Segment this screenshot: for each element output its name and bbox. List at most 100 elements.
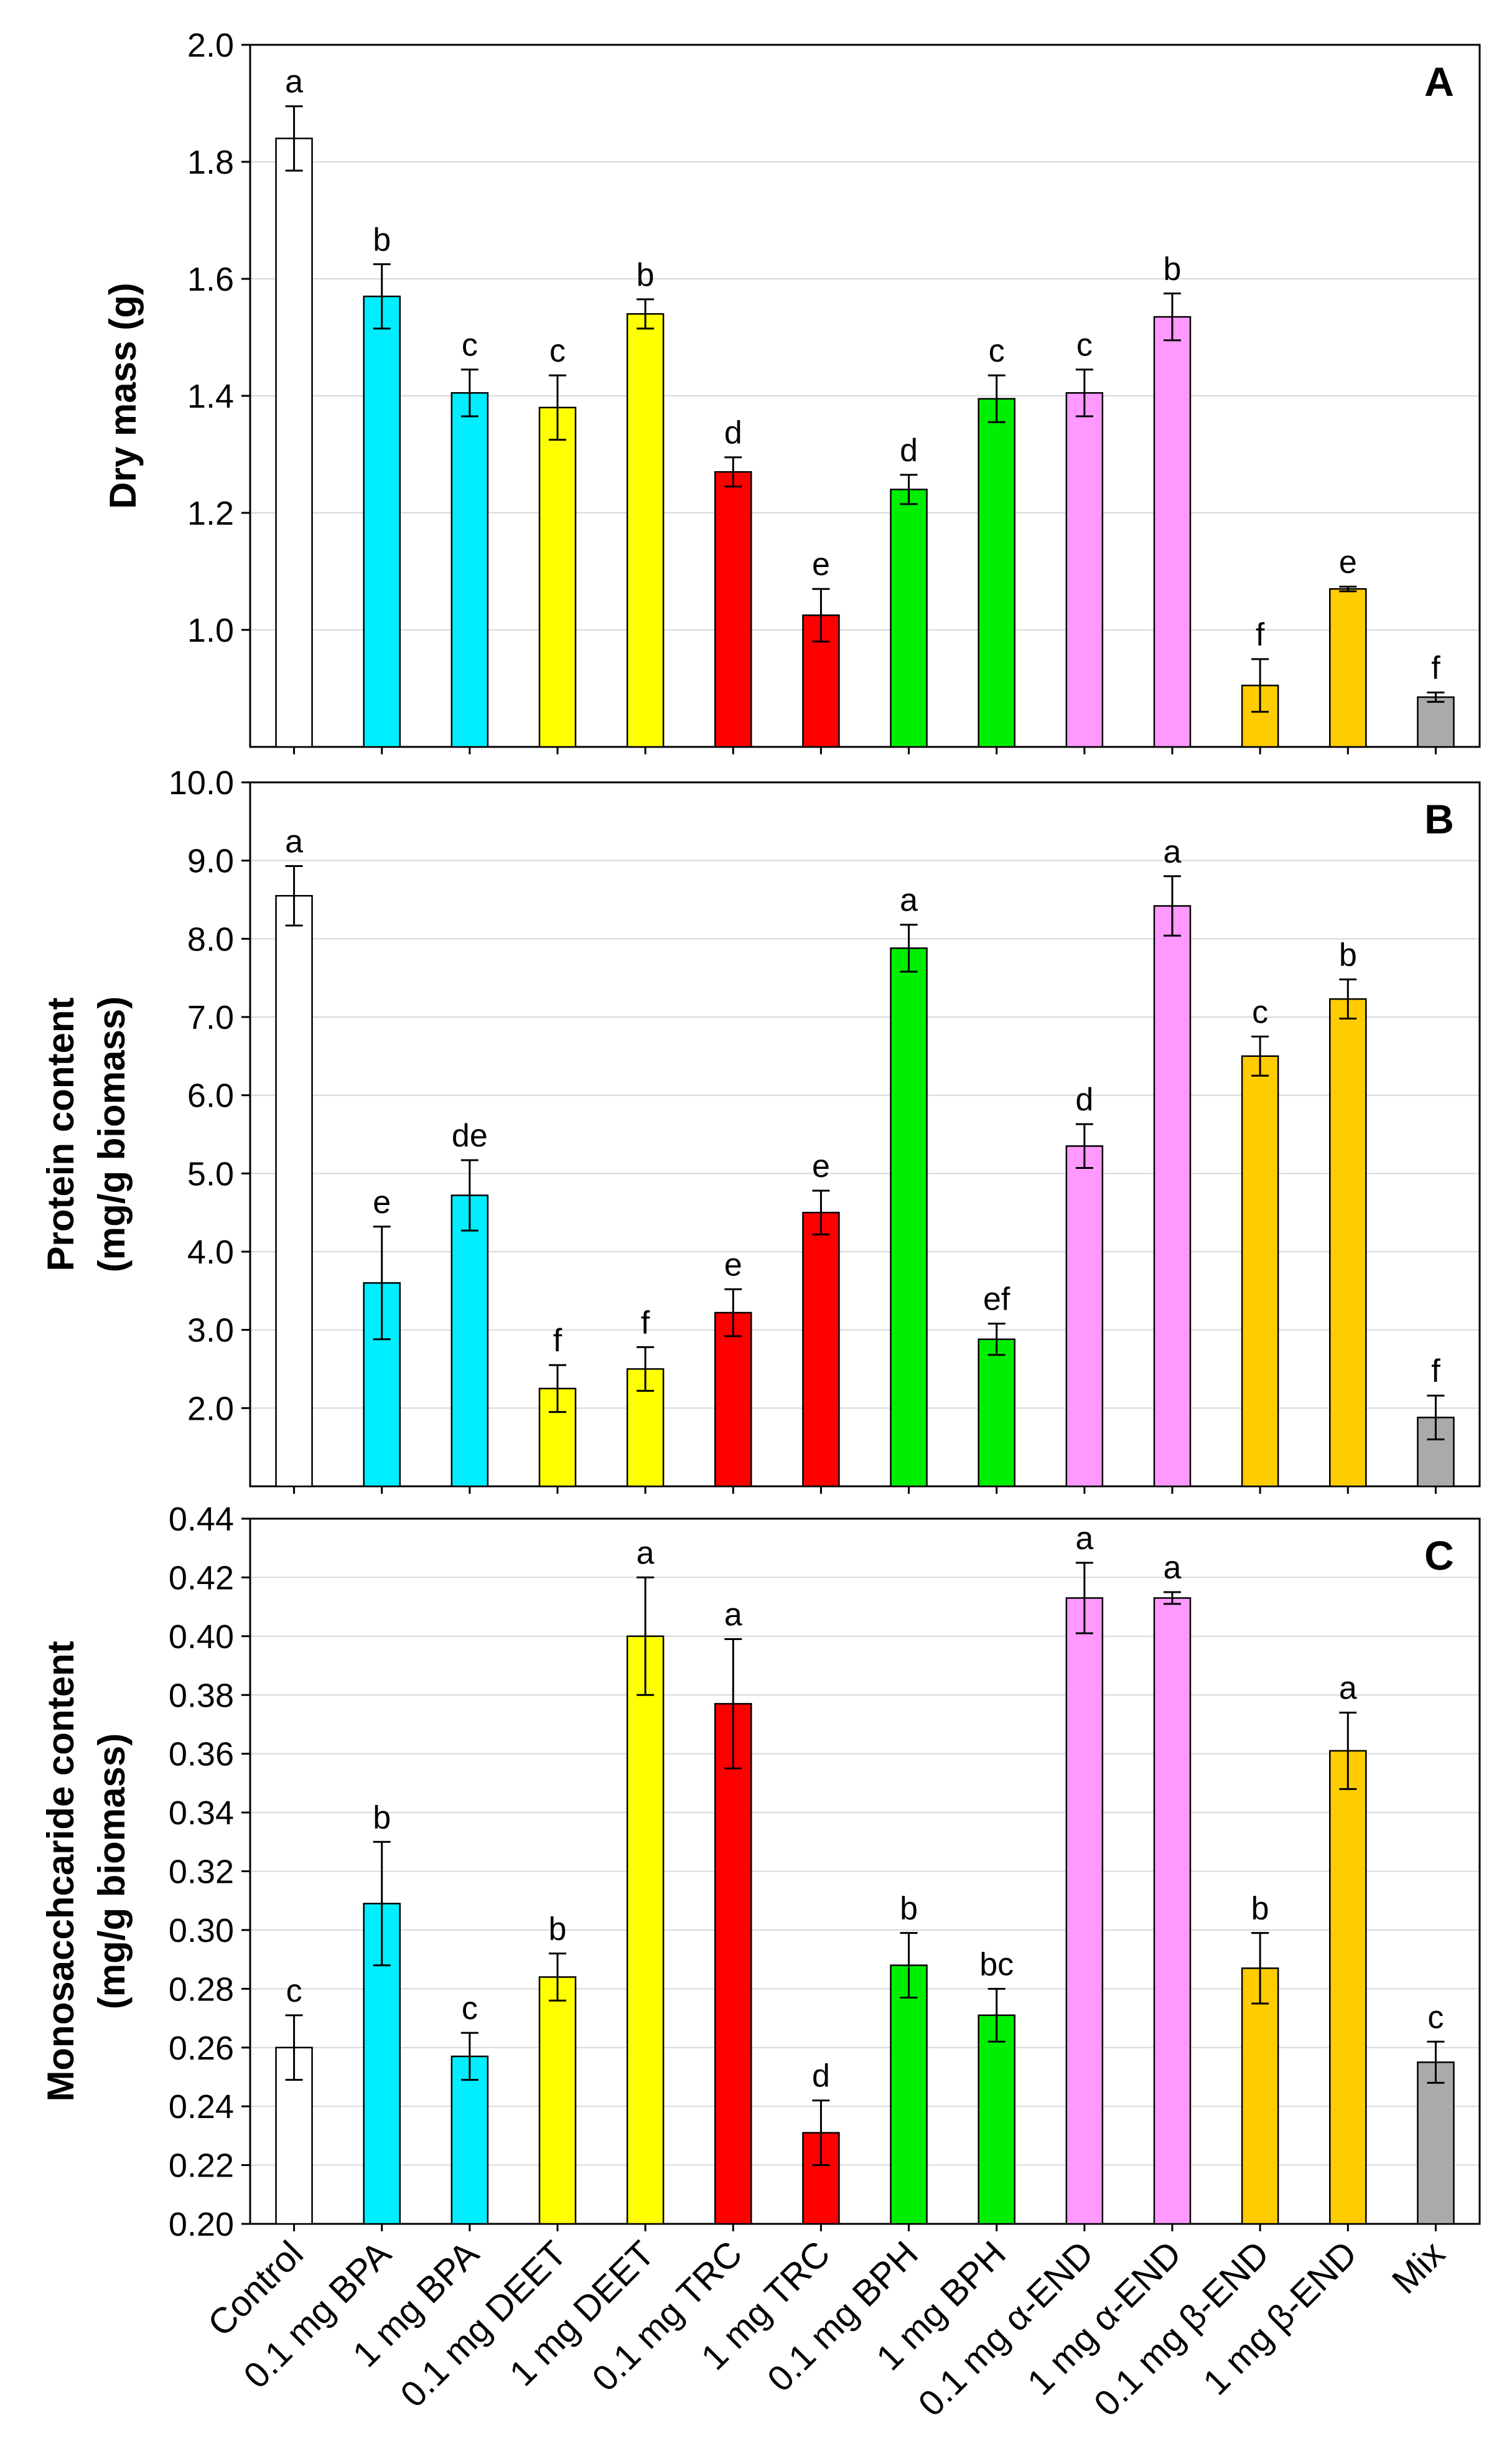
bar: [1417, 696, 1455, 748]
bar: [538, 1976, 577, 2225]
bar: [1241, 1967, 1279, 2225]
bar: [802, 1211, 840, 1488]
bar: [1153, 905, 1192, 1488]
y-tick-label: 1.0: [187, 612, 234, 649]
panel-b-protein-content: 2.0 3.0 4.0 5.0 6.0 7.0 8.0 9.0 10.0 Protein cont…: [40, 764, 1481, 1494]
bar: [978, 398, 1015, 748]
bar: [275, 138, 313, 748]
y-tick-label: 0.22: [169, 2147, 234, 2185]
bar: [538, 406, 577, 748]
bar: [978, 2014, 1015, 2225]
y-tick-label: 0.28: [169, 1971, 234, 2008]
significance-letter: b: [637, 257, 655, 293]
significance-letter: e: [724, 1247, 742, 1283]
significance-letter: d: [1075, 1082, 1093, 1118]
y-tick-label: 0.24: [169, 2088, 234, 2126]
x-tick-label: Mix: [1384, 2233, 1453, 2302]
y-tick-label: 0.30: [169, 1912, 234, 1949]
significance-letter: b: [1251, 1891, 1269, 1927]
bar: [714, 1311, 752, 1488]
panel-label: B: [1424, 796, 1454, 842]
significance-letter: d: [812, 2058, 830, 2094]
y-axis-title-line: (mg/g biomass): [91, 1733, 133, 2009]
bar: [1329, 998, 1367, 1488]
y-axis-title-line: Protein content: [40, 997, 82, 1271]
y-tick-label: 10.0: [169, 764, 234, 802]
significance-letter: a: [900, 883, 918, 919]
bar: [450, 392, 489, 748]
y-tick-label: 2.0: [187, 27, 234, 64]
significance-letter: d: [900, 433, 918, 469]
significance-letter: b: [1164, 251, 1182, 288]
significance-letter: e: [1339, 544, 1357, 580]
y-tick-label: 1.8: [187, 144, 234, 181]
y-tick-label: 9.0: [187, 843, 234, 880]
significance-letter: a: [1164, 1550, 1182, 1586]
plot-frame: [249, 781, 1481, 1488]
significance-letter: c: [1427, 1999, 1444, 2035]
significance-letter: bc: [979, 1946, 1014, 1982]
significance-letter: a: [285, 64, 303, 100]
y-tick-label: 0.32: [169, 1854, 234, 1891]
bar: [1329, 588, 1367, 748]
y-tick-label: 5.0: [187, 1155, 234, 1193]
y-axis-title: Dry mass (g): [102, 283, 144, 509]
bar: [1065, 1145, 1104, 1488]
significance-letter: d: [724, 415, 742, 451]
y-tick-label: 6.0: [187, 1077, 234, 1115]
significance-letter: e: [812, 1148, 830, 1184]
y-tick-label: 0.44: [169, 1501, 234, 1538]
significance-letter: c: [989, 333, 1005, 369]
y-axis-title-line: Monosacchcaride content: [40, 1641, 82, 2101]
bar: [890, 947, 928, 1488]
significance-letter: b: [373, 1799, 391, 1835]
significance-letter: c: [1252, 994, 1268, 1030]
y-tick-label: 1.4: [187, 378, 234, 415]
bar: [890, 1964, 928, 2225]
significance-letter: c: [286, 1973, 302, 2009]
y-tick-label: 0.38: [169, 1677, 234, 1714]
bar: [1241, 1055, 1279, 1488]
bar: [363, 295, 401, 748]
significance-letter: e: [812, 546, 830, 583]
significance-letter: c: [1076, 327, 1093, 363]
bar: [1065, 1597, 1104, 2225]
bar: [275, 894, 313, 1488]
significance-letter: ef: [983, 1282, 1010, 1318]
y-axis-title-line: (mg/g biomass): [91, 996, 133, 1272]
panel-a-dry-mass: 1.0 1.2 1.4 1.6 1.8 2.0 Dry mass (g) Aa b c c b d e d c…: [102, 27, 1481, 754]
significance-letter: a: [1075, 1521, 1093, 1557]
y-tick-label: 7.0: [187, 999, 234, 1036]
significance-letter: a: [285, 823, 303, 860]
significance-letter: e: [373, 1184, 391, 1221]
bar: [978, 1338, 1015, 1488]
significance-letter: a: [724, 1597, 742, 1633]
panel-label: C: [1424, 1532, 1454, 1578]
significance-letter: b: [900, 1891, 918, 1927]
significance-letter: de: [452, 1118, 488, 1154]
bar: [1329, 1750, 1367, 2225]
significance-letter: a: [1339, 1671, 1357, 1707]
y-tick-label: 0.42: [169, 1559, 234, 1596]
significance-letter: b: [373, 222, 391, 258]
bar: [714, 1703, 752, 2225]
significance-letter: f: [1431, 650, 1440, 687]
panel-label: A: [1424, 59, 1454, 105]
y-tick-label: 0.34: [169, 1794, 234, 1832]
significance-letter: f: [553, 1323, 562, 1359]
bar: [714, 471, 752, 748]
bar: [1153, 316, 1192, 748]
y-tick-label: 0.26: [169, 2030, 234, 2067]
significance-letter: b: [1339, 937, 1357, 973]
significance-letter: b: [549, 1911, 567, 1948]
bar: [1417, 2061, 1455, 2225]
bar: [450, 1194, 489, 1488]
bar: [1065, 392, 1104, 748]
bar: [1153, 1597, 1192, 2225]
significance-letter: a: [637, 1535, 655, 1571]
significance-letter: c: [462, 327, 478, 363]
significance-letter: f: [1431, 1353, 1440, 1389]
significance-letter: a: [1164, 834, 1182, 870]
